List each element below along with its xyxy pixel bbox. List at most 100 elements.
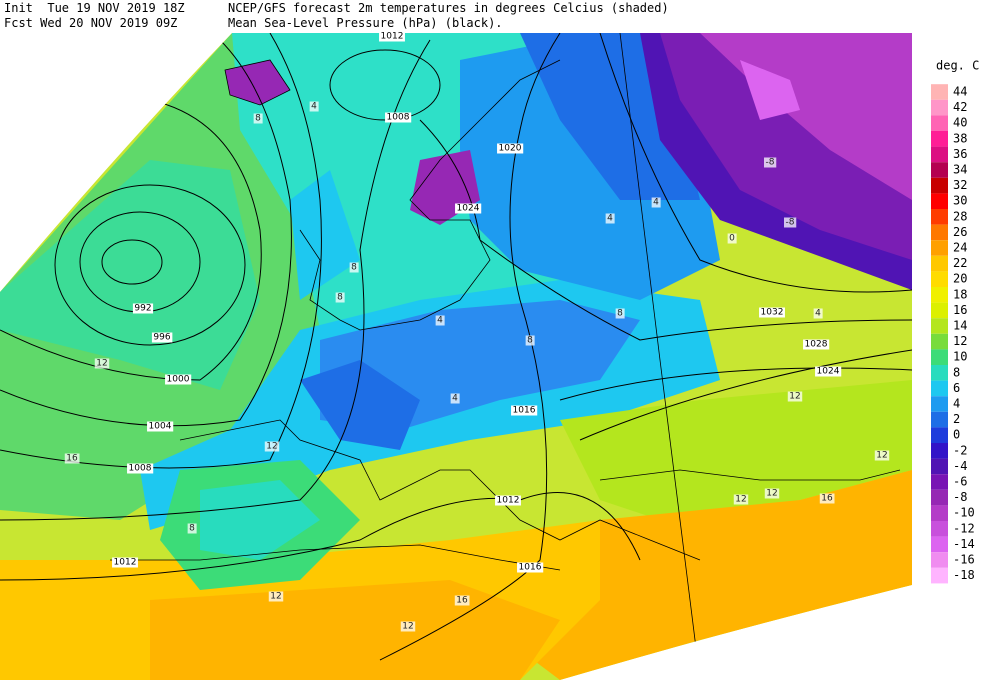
label-box [615,308,625,319]
isobar-label: 1016 [513,406,536,416]
temperature-label: 16 [66,454,78,464]
legend-swatch [931,287,948,303]
isobar-label: 1020 [499,144,522,154]
legend-swatch [931,521,948,537]
isobar-label: 1028 [805,340,828,350]
legend-label: 22 [953,256,967,270]
label-box [335,292,345,303]
isobar-label: 1000 [167,375,190,385]
isobar-label: 1008 [129,464,152,474]
legend-swatch [931,146,948,163]
legend-label: 32 [953,178,967,192]
temperature-label: 12 [876,451,887,461]
temperature-label: 0 [729,234,735,244]
legend-swatch [931,162,948,178]
label-box [268,591,284,602]
legend-label: -12 [953,521,975,535]
legend-label: -14 [953,537,975,551]
temperature-label: 12 [270,592,281,602]
legend-swatch [931,224,948,241]
legend-swatch [931,443,948,459]
label-box [151,332,173,343]
isobar-label: 1016 [519,563,542,573]
legend-swatch [931,505,948,521]
label-box [187,523,197,534]
legend-swatch [931,209,948,225]
legend-swatch [931,177,948,194]
temperature-label: 4 [437,316,443,326]
temperature-label: 16 [456,596,468,606]
legend-swatch [931,99,948,116]
label-box [759,307,785,318]
label-box [253,113,263,124]
temperature-label: -8 [766,158,775,168]
legend: deg. C 444240383634323028262422201816141… [931,59,979,584]
temperature-label: 4 [607,214,613,224]
label-box [764,488,780,499]
legend-label: 20 [953,272,967,286]
legend-swatch [931,302,948,319]
legend-swatch [931,458,948,475]
legend-label: 2 [953,412,960,426]
legend-swatch [931,380,948,397]
legend-label: -6 [953,475,967,489]
legend-label: 0 [953,428,960,442]
legend-swatch [931,567,948,584]
isobar-labels: 1012 1008 1020 1024 992 996 1000 1004 10… [112,31,842,573]
legend-swatch [931,240,948,256]
legend-swatch [931,193,948,209]
isobar-label: 1024 [457,204,480,214]
label-box [651,197,661,208]
legend-swatch [931,271,948,287]
legend-swatch [931,396,948,412]
map-subtitle: Mean Sea-Level Pressure (hPa) (black). [228,16,503,30]
temperature-label: 4 [653,198,659,208]
legend-swatch [931,131,948,147]
header: Init Tue 19 NOV 2019 18Z NCEP/GFS foreca… [4,1,669,30]
label-box [511,405,538,416]
legend-title: deg. C [936,59,979,73]
map-title: NCEP/GFS forecast 2m temperatures in deg… [228,1,669,15]
temperature-labels: 8 4 8 8 4 12 16 12 8 12 12 16 12 12 16 1… [64,101,890,632]
legend-label: 24 [953,241,967,255]
temperature-label: 8 [255,114,261,124]
legend-label: 16 [953,303,967,317]
legend-label: 26 [953,225,967,239]
legend-swatch [931,349,948,365]
temperature-label: 8 [337,293,343,303]
legend-label: -18 [953,568,975,582]
legend-swatch [931,115,948,131]
legend-label: -2 [953,443,967,457]
label-box [450,393,460,404]
legend-swatch [931,84,948,100]
label-box [454,595,470,606]
label-box [132,303,154,314]
label-box [165,374,192,385]
label-box [727,233,737,244]
label-box [127,463,154,474]
isobar-label: 1032 [761,308,784,318]
legend-label: 10 [953,350,967,364]
isobar-label: 1008 [387,113,410,123]
label-box [803,339,830,350]
label-box [517,562,544,573]
legend-label: 36 [953,147,967,161]
temperature-label: 12 [789,392,800,402]
label-box [349,262,359,273]
legend-swatch [931,318,948,334]
label-box [264,441,280,452]
legend-label: 42 [953,100,967,114]
label-box [813,308,823,319]
label-box [112,557,138,568]
label-box [497,143,524,154]
legend-label: -16 [953,553,975,567]
label-box [733,494,749,505]
isobar-label: 1012 [114,558,137,568]
legend-label: 12 [953,334,967,348]
temperature-label: 16 [821,494,833,504]
isobar-label: 1012 [381,32,404,42]
temperature-field [0,33,912,680]
forecast-label: Fcst Wed 20 NOV 2019 09Z [4,16,177,30]
legend-swatch [931,552,948,568]
